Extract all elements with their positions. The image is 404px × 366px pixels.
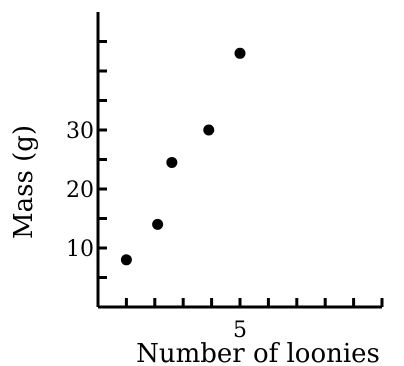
y-tick-label: 30 (66, 119, 94, 144)
tick-labels: 10 20 30 5 (66, 119, 247, 343)
y-tick-label: 20 (66, 178, 94, 203)
data-point (152, 218, 164, 230)
tick-marks (98, 40, 384, 307)
data-points (120, 47, 246, 266)
data-point (166, 156, 178, 168)
y-tick-label: 10 (66, 237, 94, 262)
data-point (234, 47, 246, 59)
x-tick-label: 5 (233, 318, 247, 343)
data-point (203, 124, 215, 136)
data-point (120, 254, 132, 266)
y-axis-label: Mass (g) (9, 125, 39, 239)
x-axis-label: Number of loonies (136, 339, 380, 366)
